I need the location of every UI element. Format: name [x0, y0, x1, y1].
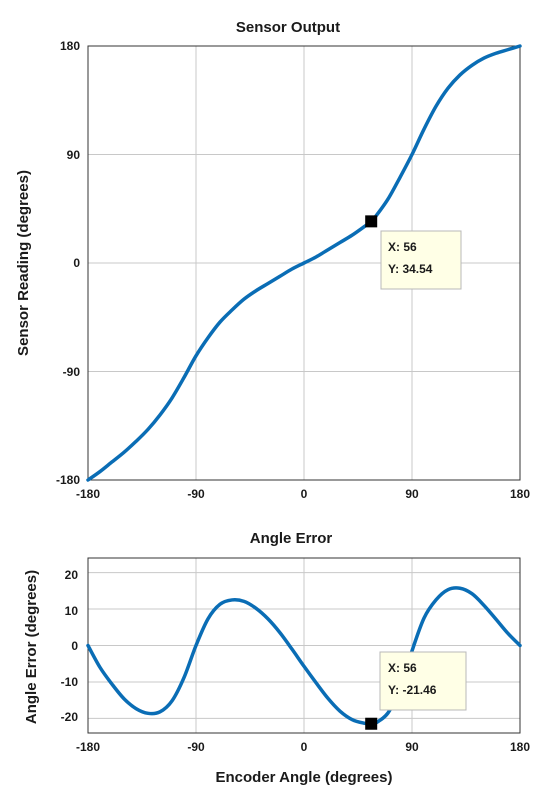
- sensor-output-ytick-label: -180: [56, 473, 80, 487]
- angle-error-title: Angle Error: [250, 530, 333, 547]
- sensor-output-plot-frame: [87, 45, 521, 481]
- sensor-output-datatip-x: X: 56: [388, 240, 417, 254]
- sensor-output-datatip[interactable]: X: 56 Y: 34.54: [365, 215, 462, 290]
- angle-error-xtick-label: 90: [405, 740, 419, 754]
- sensor-output-chart: Sensor Output 180 90 0 -90 -180 -180 -90…: [15, 19, 530, 501]
- angle-error-ytick-label: 20: [65, 568, 79, 582]
- angle-error-datatip[interactable]: X: 56 Y: -21.46: [365, 651, 467, 730]
- sensor-output-series-line: [86, 44, 522, 482]
- angle-error-datatip-box: [379, 651, 467, 711]
- angle-error-ytick-label: 10: [65, 604, 79, 618]
- sensor-output-ylabel: Sensor Reading (degrees): [15, 170, 32, 356]
- sensor-output-ytick-label: 0: [73, 256, 80, 270]
- angle-error-datatip-marker[interactable]: [365, 717, 378, 730]
- sensor-output-ytick-label: 90: [67, 148, 81, 162]
- sensor-output-datatip-box: [380, 230, 462, 290]
- sensor-output-title: Sensor Output: [236, 19, 340, 36]
- sensor-output-datatip-marker[interactable]: [365, 215, 378, 228]
- sensor-output-xtick-label: 0: [301, 487, 308, 501]
- angle-error-datatip-y: Y: -21.46: [388, 683, 437, 697]
- sensor-output-xtick-label: 180: [510, 487, 530, 501]
- angle-error-chart: Angle Error 20 10 0 -10 -20 -180 -90 0 9…: [23, 530, 530, 786]
- sensor-output-ytick-label: -90: [63, 365, 81, 379]
- sensor-output-xtick-label: -180: [76, 487, 100, 501]
- angle-error-ytick-label: 0: [71, 639, 78, 653]
- angle-error-ytick-label: -20: [61, 710, 79, 724]
- angle-error-ytick-label: -10: [61, 675, 79, 689]
- angle-error-series-line: [86, 586, 522, 726]
- angle-error-ylabel: Angle Error (degrees): [23, 570, 40, 724]
- angle-error-xtick-label: 180: [510, 740, 530, 754]
- angle-error-xtick-label: -90: [187, 740, 205, 754]
- sensor-output-datatip-y: Y: 34.54: [388, 262, 433, 276]
- angle-error-xtick-label: 0: [301, 740, 308, 754]
- angle-error-xtick-label: -180: [76, 740, 100, 754]
- sensor-output-xtick-label: 90: [405, 487, 419, 501]
- sensor-output-xtick-label: -90: [187, 487, 205, 501]
- angle-error-xlabel: Encoder Angle (degrees): [216, 769, 393, 786]
- angle-error-datatip-x: X: 56: [388, 661, 417, 675]
- sensor-output-ytick-label: 180: [60, 39, 80, 53]
